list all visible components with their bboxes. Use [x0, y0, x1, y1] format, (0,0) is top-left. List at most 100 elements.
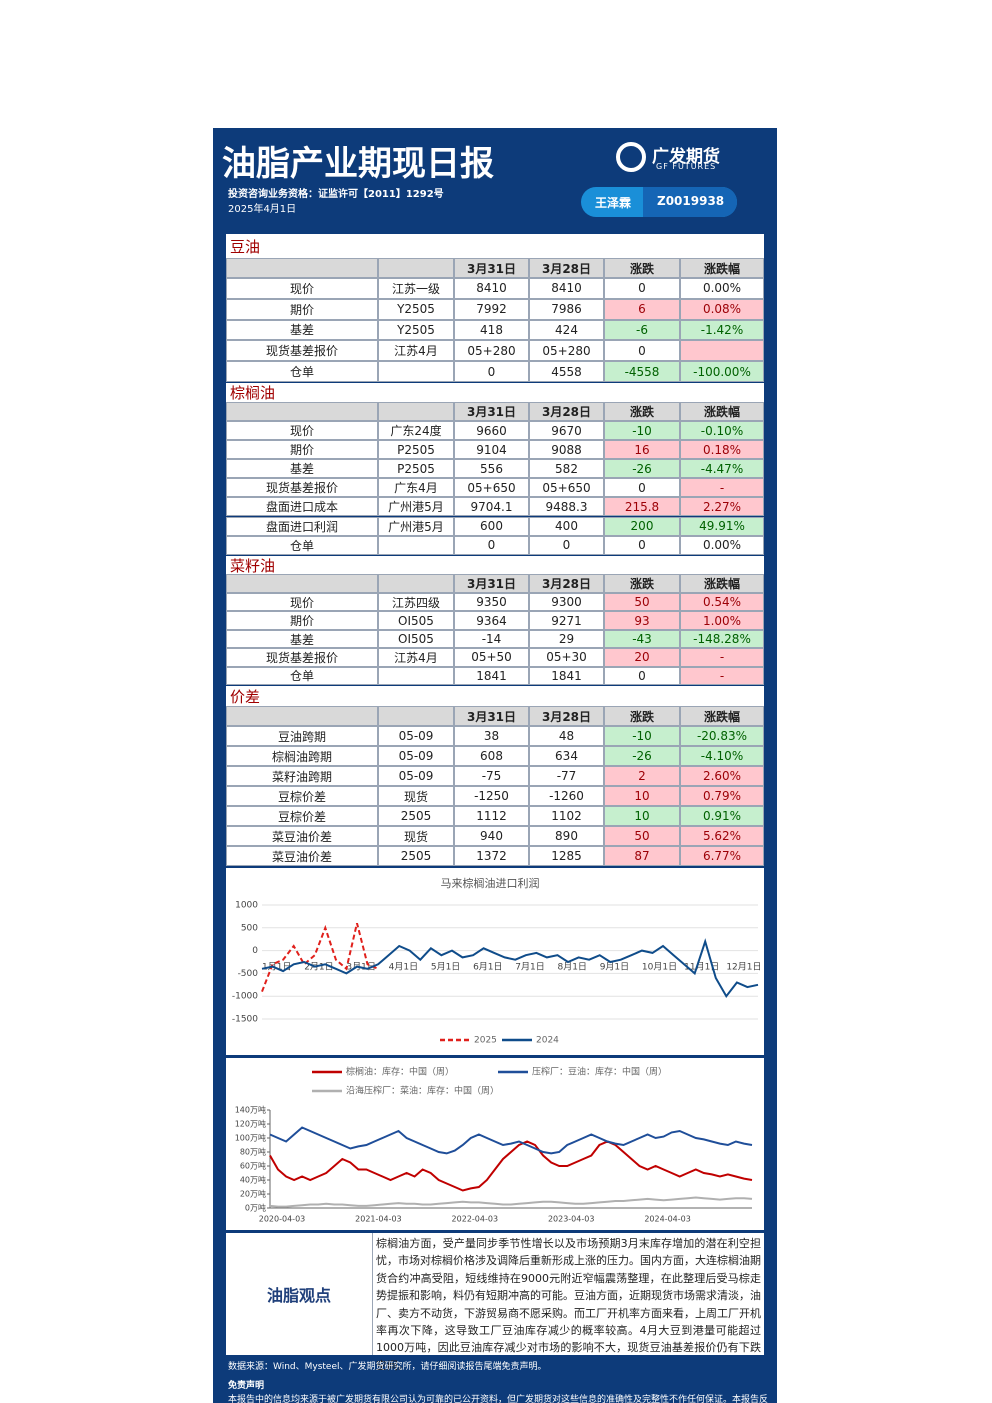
table-cell: 基差 — [226, 459, 378, 479]
section-title: 菜籽油 — [226, 556, 764, 575]
table-cell: -4558 — [604, 361, 680, 382]
y-tick-label: 0万吨 — [245, 1203, 266, 1213]
y-tick-label: 100万吨 — [235, 1133, 266, 1143]
table-cell: 940 — [454, 826, 529, 846]
table-cell: 7992 — [454, 298, 529, 320]
table-cell: 215.8 — [604, 497, 680, 517]
y-tick-label: 0 — [252, 946, 258, 956]
table-cell: 29 — [529, 629, 604, 649]
x-tick-label: 5月1日 — [431, 962, 460, 973]
table-cell: 4558 — [529, 361, 604, 382]
chart-bg — [226, 1058, 764, 1230]
chart-title: 马来棕榈油进口利润 — [441, 876, 540, 890]
table-cell: 49.91% — [680, 516, 764, 536]
table-cell: 1841 — [454, 666, 529, 685]
series-line — [269, 1140, 753, 1192]
table-cell: 10 — [604, 806, 680, 826]
table-cell: 期价 — [226, 440, 378, 460]
table-cell: 1.00% — [680, 611, 764, 630]
header-cell: 涨跌幅 — [680, 706, 764, 726]
table-cell: 菜豆油价差 — [226, 846, 378, 866]
data-source: 数据来源：Wind、Mysteel、广发期货研究所，请仔细阅读报告尾端免责声明。 — [228, 1362, 547, 1372]
table-cell: 期价 — [226, 298, 378, 320]
legend-label: 2025 — [474, 1036, 497, 1046]
table-cell: 8410 — [454, 278, 529, 299]
table-cell: 现价 — [226, 593, 378, 612]
opinion-box: 油脂观点 棕榈油方面，受产量同步季节性增长以及市场预期3月末库存增加的潜在利空担… — [226, 1233, 764, 1372]
table-cell: 9670 — [529, 421, 604, 441]
table-cell: 424 — [529, 319, 604, 341]
table-cell: 48 — [529, 726, 604, 746]
table-cell: 0 — [604, 535, 680, 555]
x-tick-label: 4月1日 — [389, 962, 418, 973]
table-cell: 现价 — [226, 278, 378, 299]
table-cell: 05+650 — [454, 478, 529, 498]
table-cell: 豆油跨期 — [226, 726, 378, 746]
table-cell: 05+50 — [454, 648, 529, 667]
table-cell: 1112 — [454, 806, 529, 826]
table-cell: 6.77% — [680, 846, 764, 866]
table-cell: OI505 — [378, 629, 454, 649]
table-cell: 38 — [454, 726, 529, 746]
x-tick-label: 12月1日 — [726, 962, 761, 973]
table-cell: 05+650 — [529, 478, 604, 498]
table-cell: 634 — [529, 746, 604, 766]
table-cell: 豆棕价差 — [226, 786, 378, 806]
table-cell: 9088 — [529, 440, 604, 460]
table-cell: 9104 — [454, 440, 529, 460]
table-cell: 05-09 — [378, 766, 454, 786]
y-tick-label: -1000 — [232, 992, 258, 1002]
table-cell: 10 — [604, 786, 680, 806]
table-cell: 现价 — [226, 421, 378, 441]
x-tick-label: 2024-04-03 — [644, 1215, 691, 1224]
logo-cn: 广发期货 — [652, 147, 720, 167]
legend-label: 2024 — [536, 1036, 559, 1046]
y-tick-label: 40万吨 — [240, 1175, 266, 1185]
table-cell: 现货基差报价 — [226, 340, 378, 362]
table-cell — [378, 361, 454, 382]
table-cell: 江苏4月 — [378, 340, 454, 362]
chart-bg — [226, 868, 764, 1055]
table-cell: 418 — [454, 319, 529, 341]
table-cell: 基差 — [226, 319, 378, 341]
table-cell: 广州港5月 — [378, 497, 454, 517]
table-cell: 广东24度 — [378, 421, 454, 441]
y-tick-label: 140万吨 — [235, 1105, 266, 1115]
header-cell: 涨跌 — [604, 402, 680, 421]
report-title: 油脂产业期现日报 — [222, 144, 494, 184]
table-cell: 1841 — [529, 666, 604, 685]
table-cell: 0 — [454, 535, 529, 555]
table-cell: 16 — [604, 440, 680, 460]
table-cell: 5.62% — [680, 826, 764, 846]
table-cell: 9488.3 — [529, 497, 604, 517]
table-cell: 400 — [529, 516, 604, 536]
table-cell: 0.00% — [680, 278, 764, 299]
header-cell: 涨跌幅 — [680, 574, 764, 593]
table-cell: 盘面进口成本 — [226, 497, 378, 517]
table-cell: -77 — [529, 766, 604, 786]
table-cell: 2505 — [378, 806, 454, 826]
table-cell: 现货基差报价 — [226, 648, 378, 667]
table-cell: 6 — [604, 298, 680, 320]
table-cell: 50 — [604, 593, 680, 612]
opinion-text: 棕榈油方面，受产量同步季节性增长以及市场预期3月末库存增加的潜在利空担忧，市场对… — [376, 1237, 761, 1372]
series-line — [261, 938, 759, 998]
table-cell: 仓单 — [226, 535, 378, 555]
table-cell: -4.47% — [680, 459, 764, 479]
logo-mark — [616, 142, 646, 172]
table-cell: P2505 — [378, 440, 454, 460]
table-cell: 200 — [604, 516, 680, 536]
table-cell: 9271 — [529, 611, 604, 630]
table-cell: Y2505 — [378, 319, 454, 341]
table-cell: 0.91% — [680, 806, 764, 826]
header-cell — [226, 258, 378, 278]
header-cell: 涨跌幅 — [680, 402, 764, 421]
header-cell: 涨跌幅 — [680, 258, 764, 278]
table-cell: -0.10% — [680, 421, 764, 441]
header-cell — [226, 402, 378, 421]
table-cell: 盘面进口利润 — [226, 516, 378, 536]
table-cell: 2.60% — [680, 766, 764, 786]
table-cell: 现货 — [378, 826, 454, 846]
